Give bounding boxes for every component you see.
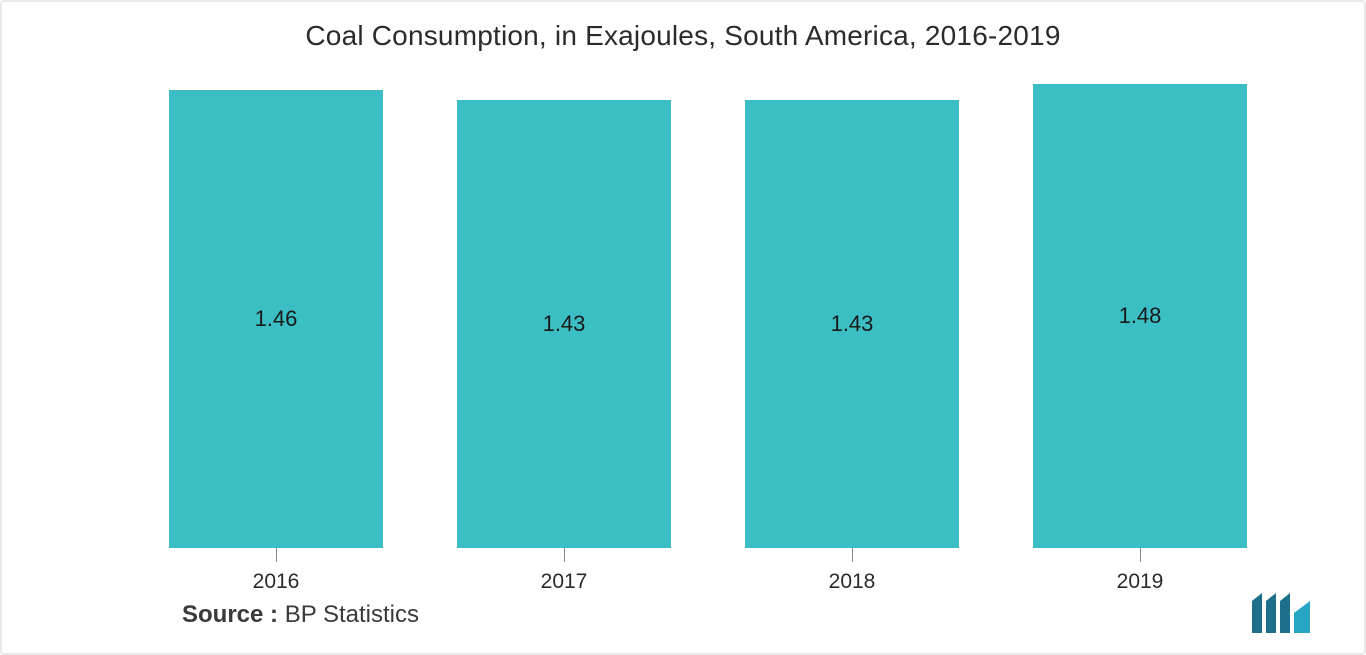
brand-logo-icon xyxy=(1250,593,1314,635)
bar-2017: 1.43 xyxy=(457,100,670,548)
bar-2019: 1.48 xyxy=(1033,84,1246,548)
bar-slot: 1.48 2019 xyxy=(996,84,1284,548)
category-label: 2016 xyxy=(132,570,420,594)
source-text: BP Statistics xyxy=(285,601,419,628)
axis-tick xyxy=(276,548,277,562)
axis-tick xyxy=(564,548,565,562)
bar-slot: 1.43 2017 xyxy=(420,84,708,548)
bar-value-label: 1.46 xyxy=(255,306,298,332)
bar-2018: 1.43 xyxy=(745,100,958,548)
category-label: 2017 xyxy=(420,570,708,594)
source-attribution: Source : BP Statistics xyxy=(182,601,419,629)
bar-2016: 1.46 xyxy=(169,90,382,548)
plot-area: 1.46 2016 1.43 2017 1.43 2018 1.48 2019 xyxy=(132,84,1284,548)
axis-tick xyxy=(1140,548,1141,562)
bar-value-label: 1.43 xyxy=(831,311,874,337)
category-label: 2018 xyxy=(708,570,996,594)
axis-tick xyxy=(852,548,853,562)
bar-value-label: 1.43 xyxy=(543,311,586,337)
chart-container: Coal Consumption, in Exajoules, South Am… xyxy=(0,0,1366,655)
category-label: 2019 xyxy=(996,570,1284,594)
bar-slot: 1.46 2016 xyxy=(132,84,420,548)
source-label: Source : xyxy=(182,601,278,628)
bar-value-label: 1.48 xyxy=(1119,303,1162,329)
chart-title: Coal Consumption, in Exajoules, South Am… xyxy=(2,20,1364,52)
bar-slot: 1.43 2018 xyxy=(708,84,996,548)
